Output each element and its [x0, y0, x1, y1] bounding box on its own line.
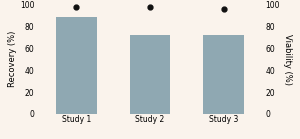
Bar — [130, 35, 170, 114]
Y-axis label: Recovery (%): Recovery (%) — [8, 31, 17, 87]
Y-axis label: Viability (%): Viability (%) — [283, 34, 292, 85]
Bar — [203, 35, 244, 114]
Bar — [56, 17, 97, 114]
